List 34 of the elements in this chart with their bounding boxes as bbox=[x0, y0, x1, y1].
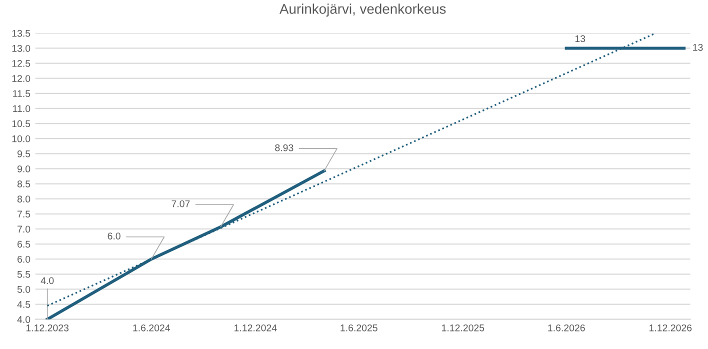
text: 7.5 bbox=[18, 210, 30, 218]
data-label: 4.0 bbox=[40, 277, 54, 284]
text: 5.0 bbox=[17, 286, 30, 293]
x-tick-label: 1.12.2023 bbox=[26, 324, 69, 332]
data-label: 13 bbox=[693, 44, 703, 51]
x-tick-label: 1.6.2026 bbox=[548, 324, 585, 332]
data-label: 6.0 bbox=[108, 232, 120, 240]
x-tick-label: 1.6.2024 bbox=[133, 324, 170, 332]
text: 9.5 bbox=[17, 150, 30, 158]
x-tick-label: 1.12.2026 bbox=[650, 324, 692, 332]
text: 10.5 bbox=[12, 120, 30, 128]
x-tick-label: 1.6.2025 bbox=[340, 324, 378, 332]
text: 11.5 bbox=[13, 90, 30, 98]
text: 4.0 bbox=[17, 316, 30, 323]
text: 12.5 bbox=[12, 60, 30, 67]
data-label: 13 bbox=[575, 35, 586, 42]
text: 10.0 bbox=[12, 135, 30, 142]
text: 13.5 bbox=[12, 30, 30, 37]
text: 8.5 bbox=[17, 180, 30, 188]
text: 11.0 bbox=[13, 105, 30, 112]
text: 6.0 bbox=[18, 256, 30, 263]
chart-title: Aurinkojärvi, vedenkorkeus bbox=[280, 4, 446, 17]
data-label: 7.07 bbox=[172, 200, 190, 208]
text: 6.5 bbox=[18, 240, 30, 248]
text: 7.0 bbox=[18, 226, 30, 233]
text: 5.5 bbox=[17, 270, 30, 278]
text: 12.0 bbox=[12, 75, 30, 82]
data-label: 8.93 bbox=[275, 144, 294, 152]
text: 8.0 bbox=[17, 196, 30, 202]
x-tick-label: 1.12.2024 bbox=[234, 324, 277, 332]
text: 9.0 bbox=[17, 165, 30, 172]
text: 4.5 bbox=[17, 301, 30, 308]
x-tick-label: 1.12.2025 bbox=[442, 324, 484, 332]
text: 13.0 bbox=[12, 44, 30, 52]
